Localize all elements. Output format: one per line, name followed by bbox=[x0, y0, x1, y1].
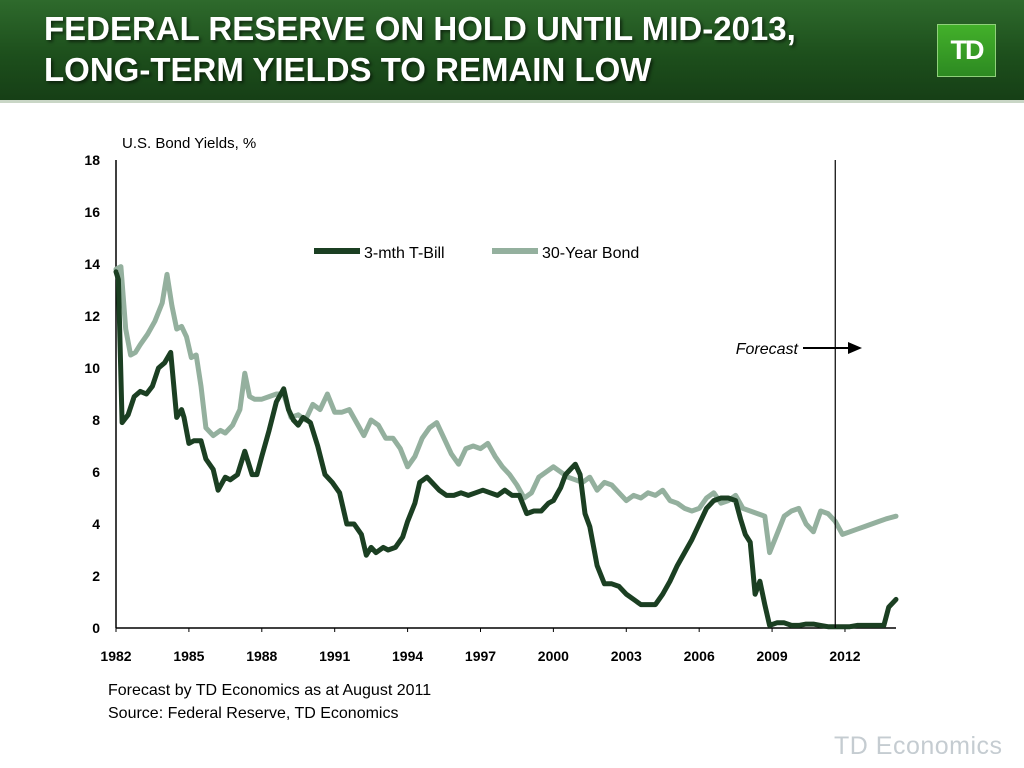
title-banner bbox=[0, 0, 1024, 100]
legend-label: 3-mth T-Bill bbox=[364, 245, 445, 262]
x-tick-label: 1994 bbox=[392, 648, 423, 664]
y-tick-label: 6 bbox=[92, 464, 100, 480]
x-tick-label: 2003 bbox=[611, 648, 642, 664]
title-line-1: FEDERAL RESERVE ON HOLD UNTIL MID-2013, bbox=[44, 10, 796, 47]
brand-footer: TD Economics bbox=[834, 732, 1003, 760]
series-line-tbill bbox=[113, 269, 899, 630]
y-tick-label: 8 bbox=[92, 412, 100, 428]
legend-label: 30-Year Bond bbox=[542, 245, 639, 262]
y-tick-label: 4 bbox=[92, 516, 100, 532]
y-tick-label: 10 bbox=[84, 360, 100, 376]
forecast-arrow-head bbox=[848, 342, 862, 354]
x-tick-label: 1997 bbox=[465, 648, 496, 664]
banner-divider bbox=[0, 100, 1024, 103]
forecast-note: Forecast by TD Economics as at August 20… bbox=[108, 682, 432, 699]
x-tick-label: 1991 bbox=[319, 648, 350, 664]
title-line-2: LONG-TERM YIELDS TO REMAIN LOW bbox=[44, 51, 652, 88]
y-tick-label: 2 bbox=[92, 568, 100, 584]
y-tick-label: 0 bbox=[92, 620, 100, 636]
source-note: Source: Federal Reserve, TD Economics bbox=[108, 705, 399, 722]
series-line-30yr-bond bbox=[113, 264, 899, 556]
y-tick-label: 18 bbox=[84, 152, 100, 168]
x-tick-label: 1982 bbox=[100, 648, 131, 664]
x-tick-label: 1988 bbox=[246, 648, 277, 664]
forecast-label: Forecast bbox=[736, 341, 799, 358]
x-tick-label: 2009 bbox=[756, 648, 787, 664]
y-tick-label: 14 bbox=[84, 256, 100, 272]
y-tick-label: 16 bbox=[84, 204, 100, 220]
page-title: FEDERAL RESERVE ON HOLD UNTIL MID-2013, … bbox=[44, 8, 914, 90]
x-tick-label: 2012 bbox=[829, 648, 860, 664]
td-logo: TD bbox=[937, 24, 996, 77]
y-tick-label: 12 bbox=[84, 308, 100, 324]
x-tick-label: 2006 bbox=[684, 648, 715, 664]
y-axis-label: U.S. Bond Yields, % bbox=[122, 135, 256, 152]
x-tick-label: 1985 bbox=[173, 648, 204, 664]
x-tick-label: 2000 bbox=[538, 648, 569, 664]
